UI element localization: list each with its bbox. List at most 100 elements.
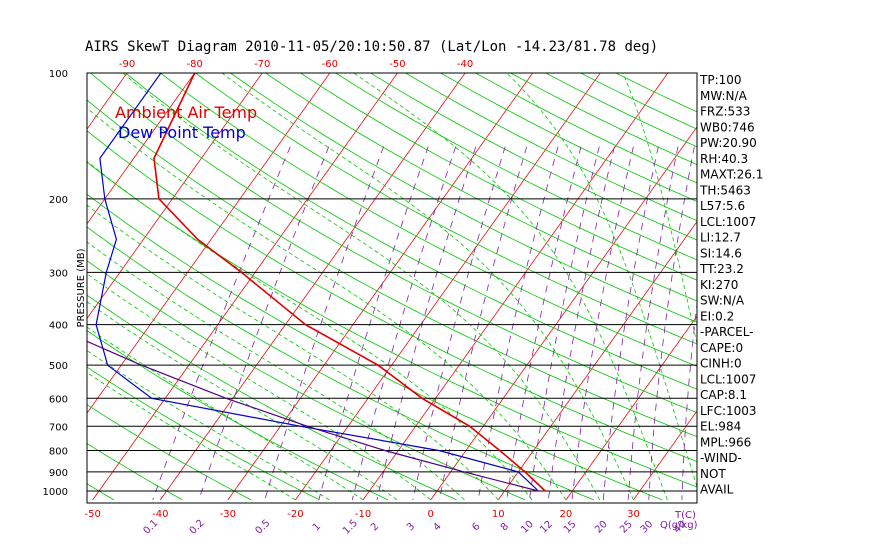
isotherm-line <box>295 73 601 501</box>
mixing-ratio-tick-label: 25 <box>618 519 635 536</box>
dry-adiabat-line <box>90 73 697 414</box>
bottom-temp-tick-label: -40 <box>152 509 168 520</box>
isotherm-line <box>87 73 128 130</box>
pressure-tick-label: 700 <box>49 422 68 433</box>
side-panel-item: MAXT:26.1 <box>700 168 763 182</box>
bottom-temp-tick-label: -50 <box>85 509 101 520</box>
mixing-ratio-unit-label: Q(g/kg) <box>660 520 698 531</box>
side-panel-item: CAPE:0 <box>700 341 743 355</box>
mixing-ratio-tick-label: 10 <box>519 519 536 536</box>
side-panel-item: MW:N/A <box>700 89 748 103</box>
top-temp-tick-label: -70 <box>254 59 270 70</box>
moist-adiabat-line <box>87 160 533 501</box>
pressure-tick-label: 100 <box>49 69 68 80</box>
bottom-temp-tick-label: 20 <box>560 509 573 520</box>
mixing-ratio-tick-label: 0.5 <box>254 518 273 537</box>
dry-adiabat-line <box>230 73 697 323</box>
dry-adiabat-line <box>195 73 697 345</box>
side-panel-item: PW:20.90 <box>700 136 757 150</box>
plot-frame <box>86 72 698 504</box>
mixing-ratio-tick-label: 4 <box>431 521 443 533</box>
moist-adiabat-line <box>622 73 697 346</box>
side-panel-item: FRZ:533 <box>700 105 750 119</box>
dry-adiabat-line <box>300 73 697 281</box>
mixing-ratio-line <box>152 146 291 501</box>
top-temp-tick-label: -60 <box>322 59 338 70</box>
side-panel-item: TP:100 <box>699 73 742 87</box>
bottom-temp-tick-label: -30 <box>220 509 236 520</box>
side-panel-item: -PARCEL- <box>700 325 754 339</box>
dry-adiabat-line <box>370 73 697 241</box>
moist-adiabat-line <box>221 73 634 501</box>
mixing-ratio-tick-label: 1 <box>311 521 323 533</box>
side-panel-item: LFC:1003 <box>700 404 757 418</box>
moist-adiabat-line <box>87 107 567 501</box>
dry-adiabat-line <box>265 73 697 302</box>
side-panel-item: CAP:8.1 <box>700 388 747 402</box>
isotherm-line <box>87 73 195 225</box>
mixing-ratio-line <box>376 146 477 500</box>
bottom-temp-tick-label: 0 <box>427 509 433 520</box>
side-panel-item: WB0:746 <box>700 120 755 134</box>
y-axis-label: PRESSURE (MB) <box>76 248 87 327</box>
dry-adiabat-line <box>87 226 594 501</box>
pressure-tick-label: 200 <box>49 195 68 206</box>
isotherm-line <box>497 220 697 501</box>
mixing-ratio-line <box>548 146 615 500</box>
dry-adiabat-line <box>87 443 183 501</box>
isotherm-line <box>87 73 263 320</box>
side-panel-item: L57:5.6 <box>700 199 745 213</box>
dry-adiabat-line <box>160 73 697 367</box>
bottom-temp-tick-label: -10 <box>355 509 371 520</box>
mixing-ratio-tick-label: 8 <box>499 521 511 533</box>
isotherm-line <box>87 73 331 414</box>
side-panel-item: KI:270 <box>700 278 738 292</box>
dry-adiabat-line <box>0 73 45 500</box>
side-panel-item: RH:40.3 <box>700 152 748 166</box>
pressure-tick-label: 500 <box>49 361 68 372</box>
side-panel-item: LCL:1007 <box>700 372 756 386</box>
mixing-ratio-tick-label: 0.2 <box>188 518 207 537</box>
top-temp-tick-label: -90 <box>119 59 135 70</box>
bottom-temp-tick-label: 30 <box>627 509 640 520</box>
bottom-temp-tick-label: 10 <box>492 509 505 520</box>
mixing-ratio-line <box>477 146 559 500</box>
isotherm-line <box>836 73 870 500</box>
side-panel-item: LI:12.7 <box>700 231 741 245</box>
mixing-ratio-tick-label: 15 <box>562 519 579 536</box>
side-panel-item: MPL:966 <box>700 435 751 449</box>
dry-adiabat-line <box>87 366 320 501</box>
dry-adiabat-line <box>87 99 697 438</box>
side-panel-item: TT:23.2 <box>699 262 744 276</box>
mixing-ratio-tick-label: 30 <box>639 519 656 536</box>
mixing-ratio-tick-label: 2 <box>369 521 381 533</box>
side-panel-item: EL:984 <box>700 420 741 434</box>
pressure-tick-label: 800 <box>49 446 68 457</box>
dry-adiabat-line <box>87 193 663 501</box>
isotherm-line <box>565 315 697 501</box>
mixing-ratio-tick-label: 3 <box>405 521 417 533</box>
pressure-tick-label: 1000 <box>43 487 68 498</box>
isotherm-line <box>633 410 697 501</box>
x-axis-label: T(C) <box>674 510 696 521</box>
isotherm-line <box>159 73 466 501</box>
moist-adiabat-line <box>87 372 296 501</box>
moist-adiabat-line <box>122 73 601 501</box>
mixing-ratio-tick-label: 0.1 <box>142 518 161 537</box>
mixing-ratio-tick-label: 20 <box>593 519 610 536</box>
side-panel-item: -WIND- <box>700 451 742 465</box>
parcel-line <box>87 340 539 492</box>
pressure-tick-label: 600 <box>49 394 68 405</box>
dry-adiabat-line <box>87 161 697 488</box>
top-temp-tick-label: -50 <box>389 59 405 70</box>
mixing-ratio-tick-label: 1.5 <box>341 518 360 537</box>
isotherm-line <box>92 73 398 501</box>
legend-ambient-air-temp: Ambient Air Temp <box>115 103 257 122</box>
ambient-air-temp-line <box>153 73 546 492</box>
pressure-tick-label: 300 <box>49 268 68 279</box>
isotherm-line <box>0 73 59 500</box>
side-panel-item: CINH:0 <box>700 357 742 371</box>
moist-adiabat-line <box>87 241 465 501</box>
dry-adiabat-line <box>125 73 697 390</box>
